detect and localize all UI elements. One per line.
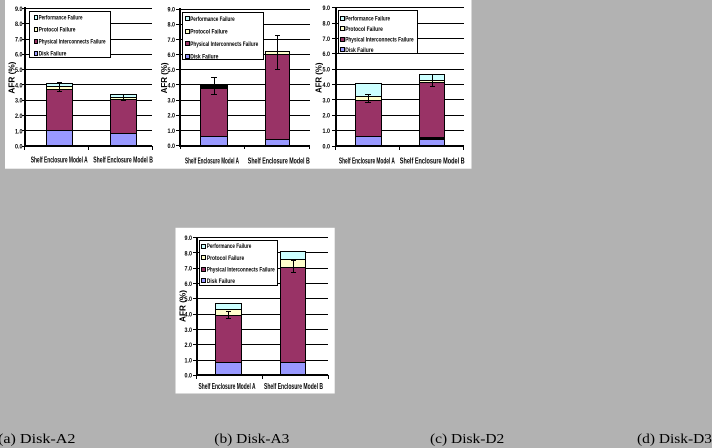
svg-text:Protocol Failure: Protocol Failure (39, 26, 76, 33)
svg-text:0.0: 0.0 (168, 143, 176, 150)
svg-text:Performance Failure: Performance Failure (207, 243, 252, 250)
svg-text:Shelf Enclosure Model B: Shelf Enclosure Model B (400, 155, 465, 165)
svg-text:Protocol Failure: Protocol Failure (345, 26, 383, 33)
svg-text:4.0: 4.0 (185, 312, 193, 319)
svg-text:0.0: 0.0 (185, 373, 193, 380)
svg-text:7.0: 7.0 (168, 37, 176, 44)
svg-text:Protocol Failure: Protocol Failure (190, 29, 228, 36)
svg-text:9.0: 9.0 (185, 235, 193, 242)
svg-text:Physical Interconnects Failure: Physical Interconnects Failure (207, 266, 275, 273)
svg-text:1.0: 1.0 (323, 128, 331, 135)
svg-text:(c) Disk-D2: (c) Disk-D2 (430, 431, 505, 447)
svg-text:Shelf Enclosure Model B: Shelf Enclosure Model B (248, 155, 310, 165)
svg-text:2.0: 2.0 (15, 113, 23, 120)
svg-text:6.0: 6.0 (168, 52, 176, 59)
svg-text:Disk Failure: Disk Failure (190, 54, 219, 61)
svg-text:3.0: 3.0 (185, 327, 193, 334)
svg-text:2.0: 2.0 (323, 113, 331, 120)
svg-text:AFR (%): AFR (%) (7, 61, 16, 93)
svg-text:3.0: 3.0 (15, 98, 23, 105)
svg-text:6.0: 6.0 (185, 281, 193, 288)
svg-text:9.0: 9.0 (323, 5, 331, 12)
svg-text:AFR (%): AFR (%) (179, 290, 188, 322)
svg-text:(b) Disk-A3: (b) Disk-A3 (214, 431, 289, 447)
svg-text:0.0: 0.0 (323, 143, 331, 150)
svg-text:1.0: 1.0 (168, 128, 176, 135)
svg-text:9.0: 9.0 (168, 7, 176, 14)
svg-text:8.0: 8.0 (15, 21, 23, 28)
svg-text:3.0: 3.0 (323, 97, 331, 104)
svg-text:4.0: 4.0 (168, 82, 176, 89)
svg-text:AFR (%): AFR (%) (315, 62, 324, 93)
svg-text:5.0: 5.0 (168, 67, 176, 74)
svg-text:5.0: 5.0 (185, 296, 193, 303)
svg-text:(d) Disk-D3: (d) Disk-D3 (637, 431, 712, 447)
svg-text:6.0: 6.0 (323, 51, 331, 58)
svg-text:0.0: 0.0 (15, 144, 23, 151)
svg-text:8.0: 8.0 (323, 20, 331, 27)
svg-text:AFR (%): AFR (%) (160, 62, 169, 93)
svg-text:5.0: 5.0 (323, 67, 331, 74)
svg-text:5.0: 5.0 (15, 67, 23, 74)
svg-text:4.0: 4.0 (323, 82, 331, 89)
svg-text:2.0: 2.0 (168, 113, 176, 120)
svg-text:1.0: 1.0 (185, 357, 193, 364)
svg-text:8.0: 8.0 (168, 22, 176, 29)
svg-text:6.0: 6.0 (15, 52, 23, 59)
svg-text:Physical Interconnects Failure: Physical Interconnects Failure (39, 38, 106, 45)
svg-text:Physical Interconnects Failure: Physical Interconnects Failure (190, 41, 258, 48)
svg-text:Protocol Failure: Protocol Failure (207, 255, 245, 262)
svg-text:7.0: 7.0 (15, 36, 23, 43)
svg-text:1.0: 1.0 (15, 128, 23, 135)
svg-text:Performance Failure: Performance Failure (345, 15, 390, 22)
svg-text:7.0: 7.0 (323, 36, 331, 43)
svg-text:Disk Failure: Disk Failure (39, 50, 67, 57)
svg-text:4.0: 4.0 (15, 82, 23, 89)
svg-text:Performance Failure: Performance Failure (190, 16, 235, 23)
svg-text:Performance Failure: Performance Failure (39, 14, 83, 21)
svg-text:(a) Disk-A2: (a) Disk-A2 (0, 431, 76, 447)
svg-text:9.0: 9.0 (15, 6, 23, 13)
svg-text:Shelf Enclosure Model A: Shelf Enclosure Model A (185, 155, 239, 165)
svg-text:Shelf Enclosure Model B: Shelf Enclosure Model B (93, 154, 153, 164)
svg-text:Shelf Enclosure Model A: Shelf Enclosure Model A (339, 155, 395, 165)
svg-text:7.0: 7.0 (185, 266, 193, 273)
svg-text:Shelf Enclosure Model A: Shelf Enclosure Model A (199, 382, 256, 391)
svg-text:Physical Interconnects Failure: Physical Interconnects Failure (345, 36, 414, 43)
svg-text:Shelf Enclosure Model B: Shelf Enclosure Model B (264, 382, 323, 391)
svg-text:Shelf Enclosure Model A: Shelf Enclosure Model A (31, 154, 88, 164)
svg-text:Disk Failure: Disk Failure (345, 47, 374, 54)
svg-text:8.0: 8.0 (185, 250, 193, 257)
svg-text:2.0: 2.0 (185, 342, 193, 349)
svg-text:Disk Failure: Disk Failure (207, 278, 236, 285)
svg-text:3.0: 3.0 (168, 98, 176, 105)
